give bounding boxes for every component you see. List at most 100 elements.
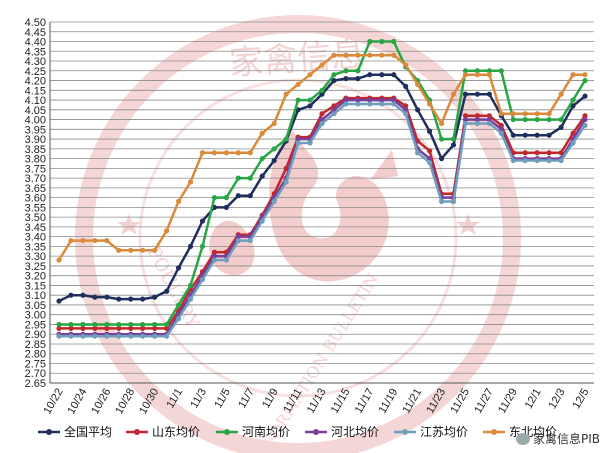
y-tick-label: 4.30 (25, 56, 46, 68)
data-point (259, 218, 265, 224)
data-point (331, 77, 337, 84)
y-tick-label: 3.90 (25, 134, 46, 146)
axes (49, 22, 594, 384)
data-point (391, 52, 397, 58)
data-point (80, 292, 86, 298)
data-point (570, 97, 576, 103)
y-tick-label: 2.65 (25, 378, 46, 390)
data-point (211, 257, 218, 263)
data-point (199, 218, 206, 224)
data-point (80, 321, 86, 328)
data-point (438, 136, 445, 142)
data-point (486, 116, 492, 123)
y-axis-ticks: 2.652.702.752.802.852.902.953.003.053.10… (25, 17, 46, 390)
x-axis-ticks: 10/22 10/24 10/26 10/28 10/30 11/1 11/3 11/5 11/… (41, 387, 591, 417)
data-point (140, 296, 146, 302)
data-point (80, 237, 86, 244)
data-point (546, 116, 552, 123)
data-point (152, 325, 158, 331)
data-point (68, 325, 74, 331)
data-point (307, 72, 313, 78)
data-point (163, 325, 170, 331)
data-point (295, 81, 301, 88)
data-point (128, 296, 134, 302)
data-point (391, 38, 397, 45)
data-point (558, 150, 564, 156)
y-tick-label: 2.85 (25, 339, 46, 351)
y-tick-label: 3.30 (25, 251, 46, 263)
x-tick-label: 11/9 (260, 387, 281, 411)
data-point (283, 179, 289, 185)
x-tick-label: 11/3 (188, 387, 209, 411)
y-tick-label: 4.40 (25, 37, 46, 49)
data-point (104, 294, 110, 300)
data-point (235, 193, 241, 199)
data-point (199, 150, 206, 156)
legend-item: 全国平均 (38, 424, 112, 439)
data-point (343, 68, 349, 74)
y-tick-label: 2.90 (25, 329, 46, 341)
data-point (367, 101, 373, 107)
data-point (104, 321, 110, 328)
data-point (558, 157, 564, 164)
data-point (283, 91, 289, 97)
y-tick-label: 3.70 (25, 173, 46, 185)
data-point (104, 237, 110, 244)
data-point (426, 148, 433, 154)
data-point (223, 150, 229, 156)
data-point (498, 68, 504, 74)
data-point (56, 298, 62, 304)
data-point (403, 111, 409, 117)
y-tick-label: 4.20 (25, 76, 46, 88)
data-point (438, 198, 445, 205)
data-point (570, 140, 576, 146)
data-point (331, 52, 337, 58)
data-point (259, 155, 265, 162)
data-point (582, 113, 588, 119)
data-point (438, 155, 445, 162)
y-tick-label: 4.00 (25, 115, 46, 127)
data-point (92, 321, 98, 328)
data-point (140, 333, 146, 339)
legend-label: 河南均价 (242, 424, 290, 439)
data-point (534, 116, 540, 123)
data-point (486, 72, 492, 78)
social-badge-text: 家禽信息PIB (532, 432, 600, 446)
data-point (319, 87, 325, 93)
data-point (534, 150, 540, 156)
data-point (474, 91, 481, 97)
data-point (163, 288, 170, 294)
data-point (450, 198, 457, 205)
data-point (498, 111, 504, 117)
data-point (379, 38, 385, 45)
data-point (259, 130, 265, 136)
data-point (522, 157, 528, 164)
data-point (391, 72, 397, 78)
data-point (355, 75, 361, 82)
data-point (367, 52, 373, 58)
x-tick-label: 12/1 (523, 387, 544, 412)
y-tick-label: 4.10 (25, 95, 46, 107)
data-point (235, 237, 241, 244)
x-tick-label: 11/5 (212, 387, 233, 411)
data-point (462, 120, 469, 127)
legend-item: 河南均价 (216, 424, 290, 439)
data-point (187, 282, 194, 289)
legend-swatch-marker (491, 429, 497, 435)
data-point (223, 195, 229, 201)
data-point (355, 97, 361, 103)
data-point (152, 294, 158, 300)
data-point (379, 72, 385, 78)
x-tick-label: 12/3 (547, 387, 568, 412)
y-tick-label: 4.35 (25, 46, 46, 58)
data-point (522, 150, 528, 156)
data-point (140, 321, 146, 328)
data-point (474, 72, 481, 78)
y-tick-label: 3.00 (25, 310, 46, 322)
y-tick-label: 3.25 (25, 261, 46, 273)
data-point (295, 136, 301, 142)
data-point (331, 72, 337, 78)
data-point (187, 296, 194, 302)
data-point (462, 113, 469, 119)
legend-swatch-marker (46, 429, 52, 435)
